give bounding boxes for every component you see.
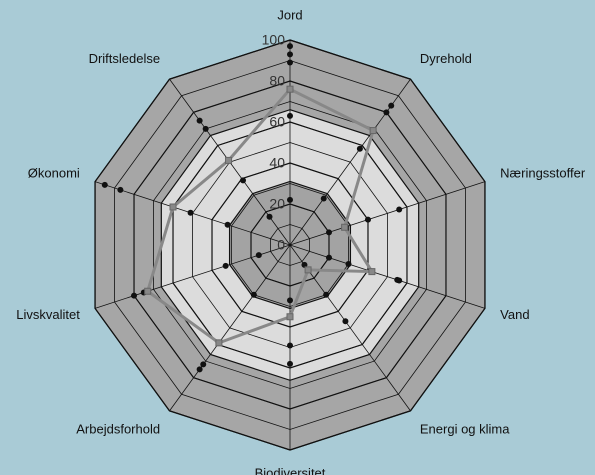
point xyxy=(369,127,377,135)
point xyxy=(388,102,395,109)
point xyxy=(224,221,231,228)
r-tick-label: 20 xyxy=(269,196,285,212)
point xyxy=(117,186,124,193)
point xyxy=(323,291,330,298)
point xyxy=(287,43,293,50)
point xyxy=(383,109,390,116)
point xyxy=(287,360,293,367)
r-tick-label: 60 xyxy=(269,114,285,130)
axis-label: Dyrehold xyxy=(420,51,472,66)
point xyxy=(325,229,332,236)
point xyxy=(286,85,294,93)
point xyxy=(240,177,247,184)
point xyxy=(200,361,207,368)
point xyxy=(396,206,403,213)
axis-label: Energi og klima xyxy=(420,422,510,437)
point xyxy=(144,287,152,295)
point xyxy=(342,318,349,325)
point xyxy=(356,145,363,152)
axis-label: Driftsledelse xyxy=(89,51,161,66)
point xyxy=(286,313,294,321)
point xyxy=(368,268,376,276)
axis-label: Jord xyxy=(277,7,302,22)
r-tick-label: 40 xyxy=(269,155,285,171)
point xyxy=(215,339,223,347)
grid-ring xyxy=(94,39,486,451)
axis-label: Vand xyxy=(500,307,529,322)
grid-ring xyxy=(133,80,447,410)
point xyxy=(304,266,312,274)
point xyxy=(287,297,293,304)
grid-ring xyxy=(211,162,369,328)
point xyxy=(287,342,293,349)
spoke xyxy=(289,244,486,309)
point xyxy=(266,213,273,220)
spoke xyxy=(169,244,291,412)
point xyxy=(169,203,177,211)
point xyxy=(320,195,327,202)
grid-ring xyxy=(172,121,408,369)
point xyxy=(131,292,138,299)
point xyxy=(101,181,108,188)
point xyxy=(364,216,371,223)
r-tick-label: 0 xyxy=(277,237,285,253)
axis-label: Livskvalitet xyxy=(16,307,80,322)
point xyxy=(196,366,203,373)
point xyxy=(394,276,401,283)
point xyxy=(196,117,203,124)
point xyxy=(202,125,209,132)
axis-label: Arbejdsforhold xyxy=(76,422,160,437)
axis-label: Biodiversitet xyxy=(255,465,326,475)
point xyxy=(287,112,293,119)
axis-label: Næringsstoffer xyxy=(500,166,586,181)
point xyxy=(225,156,233,164)
point xyxy=(341,223,349,231)
point xyxy=(287,59,293,66)
point xyxy=(187,209,194,216)
point xyxy=(250,291,257,298)
point xyxy=(345,261,352,268)
point xyxy=(325,254,332,261)
point xyxy=(287,196,293,203)
axis-label: Økonomi xyxy=(28,166,80,181)
spoke xyxy=(289,181,486,246)
r-tick-label: 80 xyxy=(269,73,285,89)
point xyxy=(287,51,293,58)
point xyxy=(255,252,262,259)
r-tick-label: 100 xyxy=(262,32,286,48)
grid-ring xyxy=(250,203,330,287)
point xyxy=(222,262,229,269)
